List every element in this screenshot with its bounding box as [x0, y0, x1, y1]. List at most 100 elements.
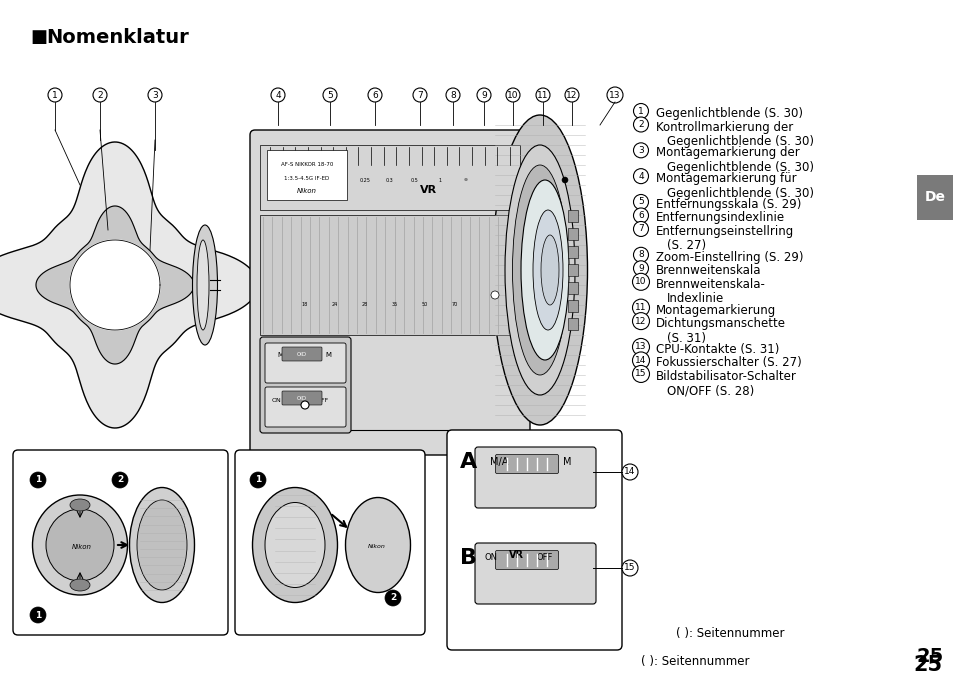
Text: Fokussierschalter (S. 27): Fokussierschalter (S. 27) [656, 357, 801, 370]
Text: Entfernungseinstellring: Entfernungseinstellring [656, 225, 794, 238]
Text: 1: 1 [52, 91, 58, 100]
Polygon shape [0, 142, 257, 428]
Text: Kontrollmarkierung der: Kontrollmarkierung der [656, 121, 792, 133]
Text: Gegenlichtblende (S. 30): Gegenlichtblende (S. 30) [666, 187, 813, 200]
Text: 24: 24 [332, 303, 337, 307]
FancyBboxPatch shape [567, 282, 578, 294]
FancyBboxPatch shape [567, 210, 578, 222]
Circle shape [564, 88, 578, 102]
Circle shape [633, 104, 648, 118]
Text: A: A [459, 452, 476, 472]
Circle shape [92, 88, 107, 102]
Circle shape [633, 208, 648, 223]
Circle shape [368, 88, 381, 102]
Text: 2: 2 [390, 594, 395, 603]
Polygon shape [36, 206, 193, 364]
Text: ■: ■ [30, 28, 47, 46]
Text: 12: 12 [566, 91, 578, 100]
Circle shape [301, 401, 309, 409]
Ellipse shape [137, 500, 187, 590]
Text: Gegenlichtblende (S. 30): Gegenlichtblende (S. 30) [656, 107, 802, 120]
Circle shape [446, 88, 459, 102]
Text: Indexlinie: Indexlinie [666, 292, 723, 305]
Circle shape [606, 87, 622, 103]
Text: 1: 1 [254, 475, 261, 485]
Text: Brennweitenskala-: Brennweitenskala- [656, 278, 765, 291]
FancyBboxPatch shape [260, 215, 519, 335]
Ellipse shape [265, 502, 325, 588]
Ellipse shape [70, 499, 90, 511]
FancyBboxPatch shape [567, 264, 578, 276]
FancyBboxPatch shape [267, 150, 347, 200]
Text: 13: 13 [635, 343, 646, 351]
FancyBboxPatch shape [265, 387, 346, 427]
FancyBboxPatch shape [916, 175, 953, 220]
Circle shape [633, 117, 648, 132]
Text: 6: 6 [372, 91, 377, 100]
Text: 2: 2 [117, 475, 123, 485]
Text: Montagemarkierung: Montagemarkierung [656, 303, 776, 317]
Text: Zoom-Einstellring (S. 29): Zoom-Einstellring (S. 29) [656, 250, 802, 264]
Text: 25: 25 [916, 647, 943, 666]
Circle shape [633, 143, 648, 158]
Ellipse shape [70, 579, 90, 591]
Ellipse shape [512, 165, 567, 375]
Ellipse shape [130, 487, 194, 603]
Text: (S. 27): (S. 27) [666, 240, 705, 253]
Text: 5: 5 [327, 91, 333, 100]
Text: De: De [923, 190, 944, 204]
Text: 50: 50 [421, 303, 428, 307]
Text: 0.3: 0.3 [386, 177, 394, 183]
Text: ( ): Seitennummer: ( ): Seitennummer [675, 627, 783, 640]
Text: 70: 70 [452, 303, 457, 307]
Text: M: M [562, 457, 571, 467]
Ellipse shape [46, 509, 113, 581]
FancyBboxPatch shape [13, 450, 228, 635]
Circle shape [323, 88, 336, 102]
Text: Entfernungsindexlinie: Entfernungsindexlinie [656, 211, 784, 225]
Text: 28: 28 [361, 303, 368, 307]
FancyBboxPatch shape [495, 550, 558, 569]
FancyBboxPatch shape [260, 145, 519, 210]
Circle shape [632, 366, 649, 383]
Circle shape [250, 472, 266, 488]
Circle shape [633, 194, 648, 209]
Circle shape [112, 472, 128, 488]
FancyBboxPatch shape [447, 430, 621, 650]
Text: 8: 8 [450, 91, 456, 100]
Text: 2: 2 [97, 91, 103, 100]
Text: 10: 10 [507, 91, 518, 100]
Text: 1: 1 [638, 106, 643, 116]
FancyBboxPatch shape [567, 246, 578, 258]
Circle shape [633, 221, 648, 236]
Circle shape [30, 472, 46, 488]
Text: 35: 35 [392, 303, 397, 307]
FancyBboxPatch shape [567, 300, 578, 312]
Text: B: B [459, 548, 476, 568]
Text: 11: 11 [537, 91, 548, 100]
Text: 1: 1 [35, 475, 41, 485]
Ellipse shape [492, 115, 587, 425]
Text: M/A: M/A [276, 352, 290, 358]
Circle shape [505, 88, 519, 102]
Circle shape [632, 274, 649, 290]
Text: 15: 15 [635, 370, 646, 378]
Text: Gegenlichtblende (S. 30): Gegenlichtblende (S. 30) [666, 161, 813, 174]
Text: Nikon: Nikon [296, 188, 316, 194]
Circle shape [632, 352, 649, 369]
Text: 1: 1 [35, 611, 41, 619]
Ellipse shape [253, 487, 337, 603]
Text: Entfernungsskala (S. 29): Entfernungsskala (S. 29) [656, 198, 801, 211]
Text: 7: 7 [638, 225, 643, 234]
Text: 3: 3 [152, 91, 157, 100]
Text: ON/OFF (S. 28): ON/OFF (S. 28) [666, 385, 754, 397]
Text: 12: 12 [635, 317, 646, 326]
Text: Nikon: Nikon [71, 544, 91, 550]
Circle shape [561, 177, 567, 183]
Text: OID: OID [296, 351, 307, 357]
Text: 4: 4 [638, 172, 643, 181]
Ellipse shape [540, 235, 558, 305]
Text: 14: 14 [635, 356, 646, 365]
Text: ( ): Seitennummer: ( ): Seitennummer [640, 655, 748, 668]
Text: VR: VR [509, 550, 523, 560]
